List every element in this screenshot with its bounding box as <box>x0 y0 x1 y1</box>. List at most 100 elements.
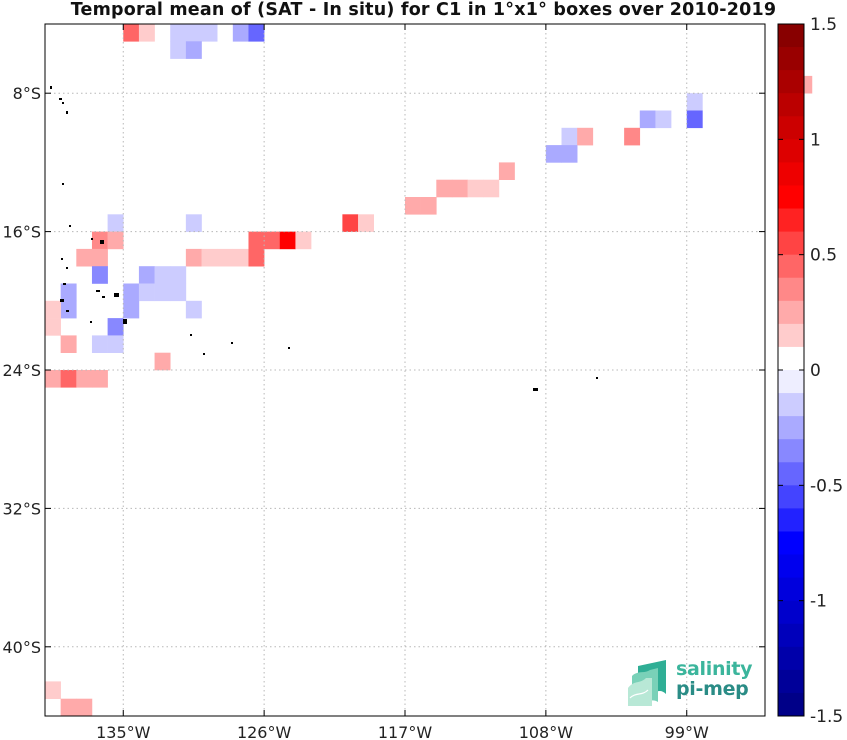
heatmap-cell <box>248 24 265 42</box>
colorbar-swatch <box>778 277 804 302</box>
island <box>91 238 93 240</box>
heatmap-cell <box>483 179 500 198</box>
heatmap-cell <box>107 214 124 232</box>
heatmap-cell <box>232 24 249 42</box>
colorbar-tick-label: -0.5 <box>810 476 843 496</box>
y-tick-label: 8°S <box>13 84 41 103</box>
colorbar-swatch <box>778 393 804 417</box>
heatmap-cell <box>405 197 421 215</box>
island <box>533 388 538 391</box>
heatmap-cell <box>154 283 171 302</box>
island <box>90 321 92 323</box>
heatmap-cell <box>264 231 281 250</box>
heatmap-cell <box>686 110 703 129</box>
salinity-pi-mep-logo: salinity pi-mep <box>626 658 756 708</box>
colorbar-tick-label: 1.5 <box>810 15 837 35</box>
colorbar-swatch <box>778 47 804 71</box>
y-axis-ticks: 8°S 16°S 24°S 32°S 40°S <box>2 84 765 657</box>
heatmap-cell <box>45 370 61 388</box>
heatmap-cell <box>60 335 77 353</box>
island <box>190 334 192 336</box>
colorbar-swatch <box>778 70 804 94</box>
colorbar-swatch <box>778 692 804 717</box>
colorbar-swatch <box>778 254 804 279</box>
heatmap-cell <box>60 283 77 302</box>
x-tick-label: 108°W <box>519 723 574 740</box>
island <box>59 98 62 100</box>
island <box>288 347 290 349</box>
colorbar-tick-label: -1.5 <box>810 707 843 727</box>
colorbar-swatch <box>778 623 804 648</box>
heatmap-cell <box>60 300 77 319</box>
heatmap-cell <box>123 283 140 302</box>
heatmap-cell <box>138 266 155 284</box>
island <box>66 111 68 114</box>
colorbar-swatch <box>778 323 804 348</box>
colorbar-swatch <box>778 646 804 671</box>
colorbar-swatch <box>778 669 804 694</box>
island <box>50 86 52 89</box>
heatmap-cell <box>138 283 155 302</box>
heatmap-cell <box>545 145 562 163</box>
colorbar-swatch <box>778 485 804 509</box>
colorbar-tick-label: 0.5 <box>810 246 837 266</box>
heatmap-cell <box>577 127 594 146</box>
heatmap-cell <box>123 24 140 42</box>
colorbar-swatch <box>778 185 804 209</box>
heatmap-cell <box>170 283 187 302</box>
heatmap-cell <box>248 248 265 267</box>
heatmap-cell <box>60 698 77 717</box>
heatmap-cell <box>170 266 187 284</box>
colorbar-swatch <box>778 577 804 602</box>
island <box>231 342 233 344</box>
colorbar-swatch <box>778 508 804 532</box>
x-axis-ticks: 135°W 126°W 117°W 108°W 99°W <box>96 24 709 740</box>
heatmap-cell <box>91 335 108 353</box>
island <box>100 240 104 244</box>
colorbar-swatches <box>778 24 804 717</box>
colorbar-swatch <box>778 531 804 555</box>
heatmap-cells <box>45 24 813 717</box>
x-tick-label: 117°W <box>378 723 433 740</box>
x-tick-label: 135°W <box>96 723 151 740</box>
heatmap-cell <box>248 231 265 250</box>
heatmap-cell <box>232 248 249 267</box>
x-tick-label: 126°W <box>237 723 292 740</box>
heatmap-cell <box>686 93 703 111</box>
island <box>61 258 63 260</box>
y-tick-label: 40°S <box>2 638 41 657</box>
heatmap-cell <box>91 370 108 388</box>
heatmap-cell <box>91 231 108 250</box>
heatmap-cell <box>45 681 61 699</box>
heatmap-cell <box>185 41 202 59</box>
island <box>596 377 598 379</box>
heatmap-cell <box>201 24 218 42</box>
chart-title: Temporal mean of (SAT - In situ) for C1 … <box>70 0 777 20</box>
colorbar-swatch <box>778 300 804 325</box>
island <box>96 290 100 292</box>
colorbar-swatch <box>778 139 804 163</box>
heatmap-cell <box>185 248 202 267</box>
heatmap-cell <box>185 24 202 42</box>
heatmap-cell <box>185 214 202 232</box>
heatmap-cell <box>624 127 641 146</box>
heatmap-cell <box>45 318 61 336</box>
colorbar-swatch <box>778 93 804 117</box>
island <box>62 183 64 185</box>
island <box>203 353 205 355</box>
y-tick-label: 24°S <box>2 361 41 380</box>
heatmap-cell <box>420 197 437 215</box>
heatmap-cell <box>342 214 359 232</box>
colorbar-tick-label: -1 <box>810 592 827 612</box>
heatmap-cell <box>91 266 108 284</box>
colorbar-swatch <box>778 600 804 625</box>
logo-waves-icon <box>628 660 666 706</box>
colorbar-swatch <box>778 231 804 256</box>
colorbar-swatch <box>778 370 804 394</box>
colorbar-swatch <box>778 462 804 486</box>
logo-text-salinity: salinity <box>676 658 753 680</box>
y-tick-label: 16°S <box>2 223 41 242</box>
heatmap-cell <box>107 231 124 250</box>
colorbar-tick-label: 0 <box>810 361 821 381</box>
